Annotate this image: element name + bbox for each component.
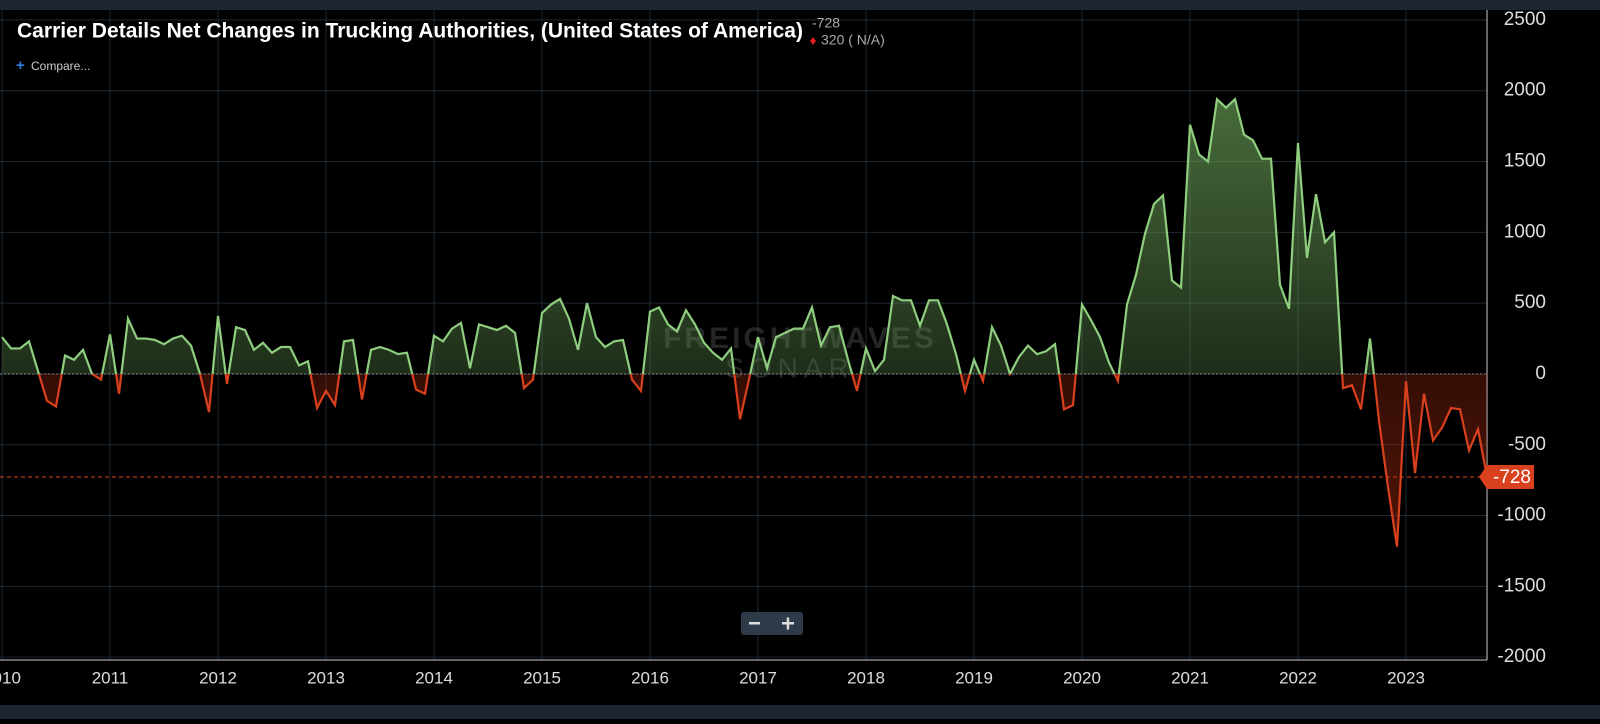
line-positive — [1, 96, 1375, 374]
x-tick-label: 2022 — [1279, 668, 1317, 687]
x-tick-label: 2013 — [307, 668, 345, 687]
compare-icon: + — [16, 57, 25, 74]
zoom-in[interactable] — [786, 617, 790, 630]
zoom-out[interactable] — [749, 622, 760, 625]
y-tick-label: 2000 — [1504, 80, 1546, 101]
compare-link[interactable]: Compare... — [31, 59, 90, 73]
x-tick-label: 2021 — [1171, 668, 1209, 687]
y-tick-label: -1000 — [1497, 505, 1546, 526]
change-icon — [810, 37, 816, 45]
last-value-label: -728 — [1493, 467, 1531, 488]
y-tick-label: -2000 — [1497, 646, 1546, 667]
x-tick-label: 2020 — [1063, 668, 1101, 687]
x-tick-label: 2018 — [847, 668, 885, 687]
x-tick-label: 2010 — [0, 668, 21, 687]
chart-title: Carrier Details Net Changes in Trucking … — [17, 20, 803, 43]
x-tick-label: 2015 — [523, 668, 561, 687]
area-positive — [2, 99, 1487, 374]
line-negative — [37, 373, 1489, 547]
y-tick-label: 500 — [1514, 292, 1546, 313]
zoom-controls — [741, 612, 803, 635]
x-tick-label: 2023 — [1387, 668, 1425, 687]
y-tick-label: 0 — [1535, 363, 1546, 384]
y-tick-label: -500 — [1508, 434, 1546, 455]
x-tick-label: 2011 — [92, 668, 129, 687]
top-bar — [0, 0, 1600, 10]
y-tick-label: -1500 — [1497, 575, 1546, 596]
last-value: -728 — [812, 15, 840, 31]
x-tick-label: 2012 — [199, 668, 237, 687]
y-tick-label: 2500 — [1504, 9, 1546, 30]
x-tick-label: 2016 — [631, 668, 669, 687]
x-tick-label: 2014 — [415, 668, 453, 687]
change: 320 ( N/A) — [821, 32, 885, 48]
x-tick-label: 2019 — [955, 668, 993, 687]
x-tick-label: 2017 — [739, 668, 777, 687]
y-tick-label: 1500 — [1504, 151, 1546, 172]
last-value-tag — [1479, 465, 1534, 490]
y-tick-label: 1000 — [1504, 221, 1546, 242]
bottom-bar — [0, 705, 1600, 719]
